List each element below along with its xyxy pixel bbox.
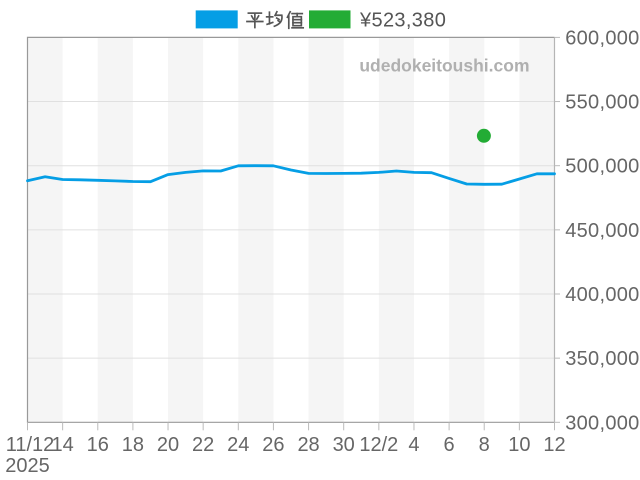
svg-text:350,000: 350,000	[565, 348, 639, 370]
svg-text:12/2: 12/2	[359, 434, 398, 456]
svg-text:16: 16	[87, 434, 109, 456]
svg-text:22: 22	[192, 434, 214, 456]
svg-text:12: 12	[543, 434, 565, 456]
svg-text:400,000: 400,000	[565, 284, 639, 306]
svg-text:8: 8	[479, 434, 490, 456]
svg-text:30: 30	[333, 434, 355, 456]
svg-text:14: 14	[52, 434, 74, 456]
svg-text:24: 24	[227, 434, 249, 456]
svg-text:10: 10	[508, 434, 530, 456]
svg-text:600,000: 600,000	[565, 27, 639, 49]
svg-text:6: 6	[444, 434, 455, 456]
svg-text:2025: 2025	[5, 455, 50, 477]
svg-text:20: 20	[157, 434, 179, 456]
svg-text:¥523,380: ¥523,380	[359, 10, 446, 32]
svg-text:4: 4	[408, 434, 419, 456]
svg-text:500,000: 500,000	[565, 156, 639, 178]
svg-text:udedokeitoushi.com: udedokeitoushi.com	[359, 55, 529, 75]
svg-text:11/12: 11/12	[6, 434, 55, 456]
svg-text:26: 26	[262, 434, 284, 456]
svg-text:550,000: 550,000	[565, 92, 639, 114]
svg-text:18: 18	[122, 434, 144, 456]
svg-text:28: 28	[297, 434, 319, 456]
svg-text:300,000: 300,000	[565, 412, 639, 434]
svg-text:450,000: 450,000	[565, 220, 639, 242]
